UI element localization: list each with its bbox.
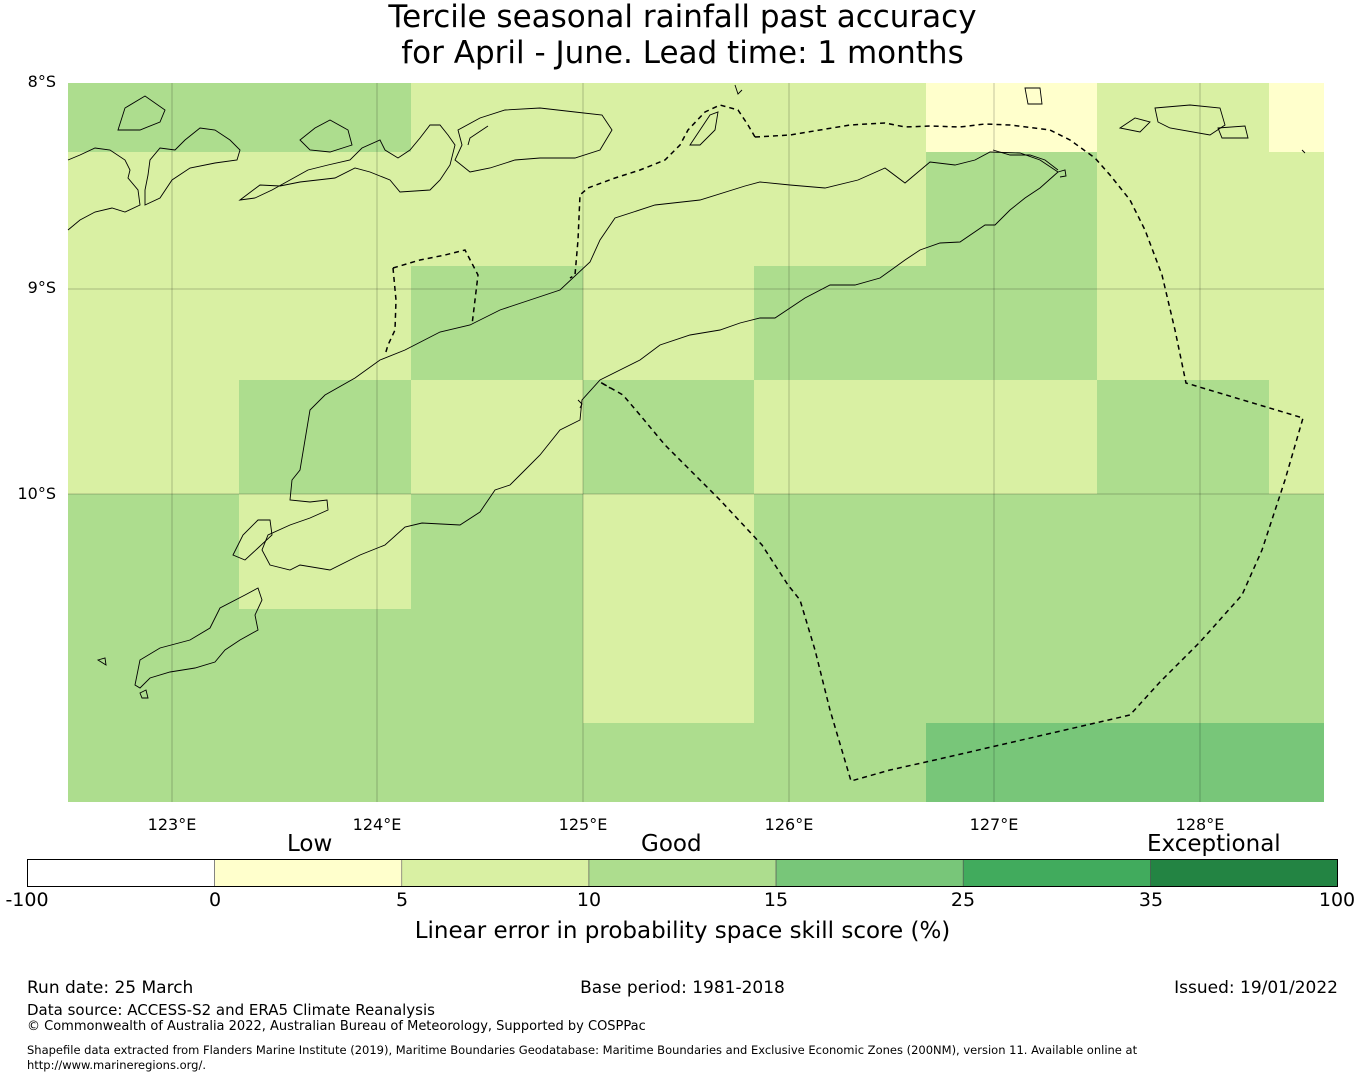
grid-cell: [1097, 609, 1269, 723]
map-title-line2: for April - June. Lead time: 1 months: [401, 35, 964, 71]
colorbar-tick: 15: [763, 889, 789, 911]
grid-cell: [926, 266, 1097, 380]
grid-cell: [68, 380, 239, 494]
grid-cell: [1269, 609, 1324, 723]
map-title-line1: Tercile seasonal rainfall past accuracy: [388, 0, 977, 35]
grid-cell: [411, 380, 583, 494]
base-period: Base period: 1981-2018: [580, 978, 785, 998]
grid-cell: [239, 609, 411, 723]
grid-cell: [239, 494, 411, 609]
grid-cell: [239, 266, 411, 380]
colorbar-tick: 10: [576, 889, 602, 911]
grid-cell: [239, 380, 411, 494]
grid-cell: [583, 380, 754, 494]
grid-cell: [1269, 723, 1324, 802]
grid-cell: [1097, 266, 1269, 380]
legend-category-exceptional: Exceptional: [1147, 831, 1281, 857]
grid-cell: [754, 266, 926, 380]
lon-label-128e: 128°E: [1175, 815, 1225, 834]
grid-cell: [926, 609, 1097, 723]
copyright: © Commonwealth of Australia 2022, Austra…: [27, 1019, 646, 1034]
data-source: Data source: ACCESS-S2 and ERA5 Climate …: [27, 1001, 435, 1019]
grid-cell: [926, 723, 1097, 802]
legend-category-low: Low: [287, 831, 333, 857]
lat-label-8s: 8°S: [27, 72, 56, 91]
grid-cell: [754, 723, 926, 802]
grid-cell: [1097, 494, 1269, 609]
grid-cell: [926, 380, 1097, 494]
grid-cell: [583, 723, 754, 802]
grid-cell: [68, 266, 239, 380]
grid-cell: [583, 494, 754, 609]
eez-boundary: [384, 104, 1304, 782]
issued-date: Issued: 19/01/2022: [1174, 978, 1338, 998]
grid-cell: [239, 152, 411, 266]
grid-cell: [583, 152, 754, 266]
grid-cell: [1097, 723, 1269, 802]
colorbar-segment: [962, 859, 1151, 887]
grid-cell: [754, 609, 926, 723]
colorbar-segment: [27, 859, 215, 887]
colorbar-tick: 5: [395, 889, 409, 911]
grid-cell: [68, 83, 239, 152]
colorbar-segment: [401, 859, 590, 887]
legend-category-good: Good: [641, 831, 702, 857]
grid-cell: [754, 83, 926, 152]
rainfall-skill-map: [67, 83, 1324, 802]
grid-cell: [68, 609, 239, 723]
lon-label-126e: 126°E: [764, 815, 814, 834]
grid-cell: [754, 152, 926, 266]
skill-grid-cells: [68, 83, 1324, 802]
grid-cell: [411, 723, 583, 802]
colorbar-tick: 100: [1318, 889, 1356, 911]
lat-label-9s: 9°S: [27, 278, 56, 297]
grid-cell: [68, 152, 239, 266]
grid-cell: [68, 494, 239, 609]
colorbar-segment: [214, 859, 403, 887]
grid-cell: [926, 494, 1097, 609]
colorbar-label: Linear error in probability space skill …: [414, 918, 951, 944]
colorbar-tick: 25: [950, 889, 976, 911]
grid-cell: [1269, 494, 1324, 609]
lon-label-125e: 125°E: [558, 815, 608, 834]
grid-cell: [1269, 380, 1324, 494]
grid-cell: [239, 83, 411, 152]
grid-cell: [1269, 83, 1324, 152]
grid-cell: [926, 83, 1097, 152]
grid-cell: [1097, 152, 1269, 266]
lat-label-10s: 10°S: [17, 484, 56, 503]
grid-cell: [583, 83, 754, 152]
grid-cell: [411, 494, 583, 609]
shapefile-credit-line2: http://www.marineregions.org/.: [27, 1058, 206, 1072]
lon-label-127e: 127°E: [969, 815, 1019, 834]
grid-cell: [1097, 380, 1269, 494]
grid-cell: [583, 609, 754, 723]
colorbar-tick: 35: [1138, 889, 1164, 911]
grid-cell: [411, 152, 583, 266]
colorbar-segment: [775, 859, 964, 887]
colorbar-tick: -100: [5, 889, 49, 911]
grid-cell: [1269, 266, 1324, 380]
grid-cell: [1269, 152, 1324, 266]
colorbar-tick: 0: [208, 889, 222, 911]
grid-cell: [1097, 83, 1269, 152]
colorbar: [27, 859, 1338, 887]
lon-label-123e: 123°E: [147, 815, 197, 834]
coastlines: [67, 84, 1306, 699]
run-date: Run date: 25 March: [27, 978, 194, 998]
lon-label-124e: 124°E: [352, 815, 402, 834]
colorbar-segment: [1150, 859, 1338, 887]
shapefile-credit-line1: Shapefile data extracted from Flanders M…: [27, 1043, 1138, 1057]
grid-cell: [68, 723, 239, 802]
graticule: [68, 83, 1324, 802]
grid-cell: [411, 609, 583, 723]
grid-cell: [754, 494, 926, 609]
grid-cell: [411, 83, 583, 152]
colorbar-segment: [588, 859, 777, 887]
grid-cell: [411, 266, 583, 380]
grid-cell: [754, 380, 926, 494]
grid-cell: [239, 723, 411, 802]
grid-cell: [583, 266, 754, 380]
